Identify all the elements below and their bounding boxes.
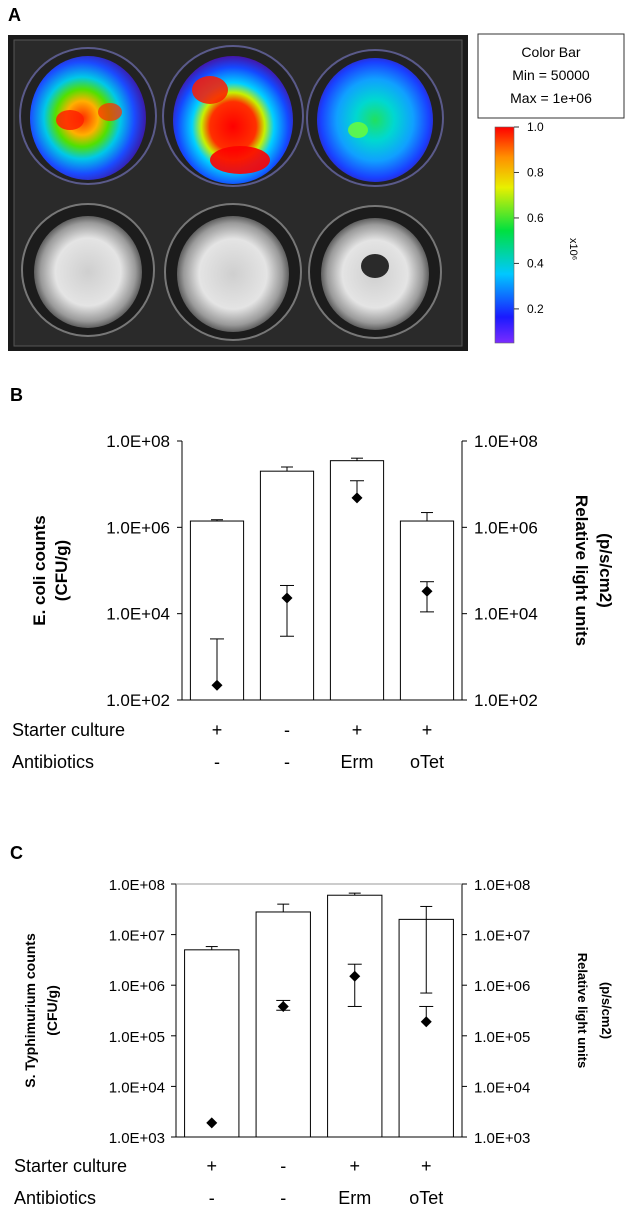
y-tick-label-left: 1.0E+02	[106, 691, 170, 710]
color-bar-box	[477, 33, 625, 119]
y-axis-label-left: S. Typhimurium counts	[22, 933, 38, 1088]
y-tick-label-right: 1.0E+08	[474, 432, 538, 451]
row-value: +	[349, 1156, 360, 1176]
color-scale-unit: x10⁶	[567, 238, 579, 260]
row-value: +	[421, 1156, 432, 1176]
row-value: oTet	[409, 1188, 443, 1208]
color-bar-title: Color Bar	[521, 44, 580, 60]
y-tick-label-right: 1.0E+08	[474, 877, 530, 894]
y-axis-label-right: (p/s/cm2)	[599, 982, 614, 1039]
row-value: -	[284, 752, 290, 772]
panel-a-letter: A	[8, 5, 21, 25]
y-tick-label-right: 1.0E+04	[474, 605, 538, 624]
bar	[327, 894, 383, 1138]
y-tick-label-right: 1.0E+04	[474, 1079, 530, 1096]
row-label: Starter culture	[12, 720, 125, 740]
chart-b: 1.0E+02 1.0E+02 1.0E+04 1.0E+04 1.0E+06 1.0E+…	[12, 432, 615, 772]
data-point	[211, 679, 223, 691]
y-tick-label-left: 1.0E+04	[109, 1079, 165, 1096]
y-tick-label-right: 1.0E+05	[474, 1029, 530, 1046]
chart-c: 1.0E+03 1.0E+03 1.0E+04 1.0E+04 1.0E+05 1.0E+…	[14, 877, 614, 1208]
row-value: -	[280, 1156, 286, 1176]
y-axis-label-left: (CFU/g)	[52, 540, 71, 601]
panel-b-letter: B	[10, 385, 23, 405]
data-point	[351, 492, 363, 504]
data-point	[421, 585, 433, 597]
row-value: +	[352, 720, 363, 740]
panel-c-letter: C	[10, 843, 23, 863]
color-scale-tick-label: 0.6	[527, 211, 544, 225]
bar	[184, 949, 240, 1138]
color-scale-tick-label: 0.2	[527, 302, 544, 316]
y-tick-label-left: 1.0E+08	[109, 877, 165, 894]
y-axis-label-right: Relative light units	[575, 953, 590, 1069]
y-tick-label-right: 1.0E+03	[474, 1130, 530, 1147]
y-tick-label-left: 1.0E+06	[106, 518, 170, 537]
row-value: Erm	[338, 1188, 371, 1208]
y-tick-label-right: 1.0E+02	[474, 691, 538, 710]
row-value: -	[214, 752, 220, 772]
row-value: +	[206, 1156, 217, 1176]
data-point	[349, 970, 361, 982]
luminescence-plate-image: Color Bar Min = 50000 Max = 1e+06 1.0 0.8…	[8, 33, 625, 351]
color-bar-min: Min = 50000	[512, 67, 590, 83]
color-scale-ticks: 1.0 0.8 0.6 0.4 0.2	[514, 120, 544, 316]
y-axis-label-right: Relative light units	[572, 495, 591, 646]
color-scale-tick-label: 0.4	[527, 256, 544, 270]
data-point	[277, 1000, 289, 1012]
bar	[255, 911, 311, 1138]
y-tick-label-right: 1.0E+06	[474, 978, 530, 995]
row-label: Antibiotics	[14, 1188, 96, 1208]
y-tick-label-right: 1.0E+06	[474, 518, 538, 537]
row-value: +	[422, 720, 433, 740]
row-label: Starter culture	[14, 1156, 127, 1176]
color-scale	[494, 126, 515, 344]
data-point	[281, 592, 293, 604]
row-value: Erm	[341, 752, 374, 772]
row-value: -	[284, 720, 290, 740]
color-scale-tick-label: 1.0	[527, 120, 544, 134]
y-tick-label-left: 1.0E+05	[109, 1029, 165, 1046]
row-value: +	[212, 720, 223, 740]
y-tick-label-left: 1.0E+03	[109, 1130, 165, 1147]
y-tick-label-left: 1.0E+06	[109, 978, 165, 995]
data-point	[206, 1117, 218, 1129]
color-scale-tick-label: 0.8	[527, 165, 544, 179]
y-tick-label-left: 1.0E+04	[106, 605, 170, 624]
y-axis-label-left: E. coli counts	[30, 515, 49, 626]
row-value: -	[280, 1188, 286, 1208]
data-point	[420, 1016, 432, 1028]
y-tick-label-right: 1.0E+07	[474, 928, 530, 945]
y-tick-label-left: 1.0E+08	[106, 432, 170, 451]
row-value: -	[209, 1188, 215, 1208]
row-value: oTet	[410, 752, 444, 772]
y-axis-label-right: (p/s/cm2)	[596, 533, 615, 608]
row-label: Antibiotics	[12, 752, 94, 772]
y-tick-label-left: 1.0E+07	[109, 928, 165, 945]
y-axis-label-left: (CFU/g)	[44, 985, 60, 1036]
color-bar-max: Max = 1e+06	[510, 90, 592, 106]
